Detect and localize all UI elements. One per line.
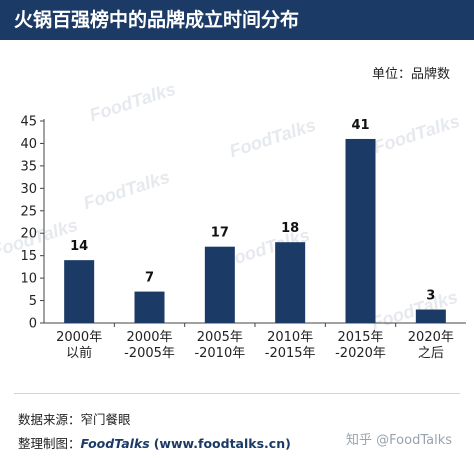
bar: [64, 260, 95, 323]
bar: [204, 246, 235, 323]
chart-title: 火锅百强榜中的品牌成立时间分布: [14, 9, 300, 31]
data-label: 7: [145, 271, 154, 286]
y-tick-label: 10: [20, 272, 37, 287]
bar: [415, 309, 446, 323]
data-label: 18: [281, 221, 299, 236]
credit-line: 整理制图：FoodTalks (www.foodtalks.cn): [18, 433, 291, 452]
title-bar: 火锅百强榜中的品牌成立时间分布: [0, 0, 474, 40]
y-tick-label: 15: [20, 249, 37, 264]
y-tick-label: 30: [20, 182, 37, 197]
x-tick-label: 2000年: [126, 330, 172, 345]
y-tick-label: 20: [20, 227, 37, 242]
data-label: 41: [351, 118, 369, 133]
y-tick-label: 0: [29, 317, 37, 332]
zhihu-watermark: 知乎 @FoodTalks: [346, 433, 452, 448]
unit-label: 单位：品牌数: [371, 67, 450, 82]
y-tick-label: 35: [20, 159, 37, 174]
x-tick-label: 2000年: [56, 330, 102, 345]
x-tick-label: -2015年: [265, 346, 316, 361]
x-tick-label: -2020年: [335, 346, 386, 361]
data-label: 14: [70, 239, 88, 254]
footer-divider: [14, 393, 460, 394]
x-tick-label: 2015年: [337, 330, 383, 345]
x-tick-label: 2020年: [408, 330, 454, 345]
x-tick-label: -2005年: [124, 346, 175, 361]
y-tick-label: 25: [20, 204, 37, 219]
y-tick-label: 45: [20, 115, 37, 130]
credit-site: (www.foodtalks.cn): [153, 436, 291, 451]
data-label: 17: [211, 226, 229, 241]
bar: [134, 291, 165, 323]
x-tick-label: 2010年: [267, 330, 313, 345]
x-tick-label: 2005年: [197, 330, 243, 345]
bar: [345, 138, 376, 323]
credit-prefix: 整理制图：: [18, 436, 81, 451]
bar-chart: 051015202530354045142000年以前72000年-2005年1…: [20, 115, 466, 361]
y-tick-label: 5: [29, 294, 37, 309]
y-tick-label: 40: [20, 137, 37, 152]
x-tick-label: -2010年: [194, 346, 245, 361]
bar: [275, 242, 306, 323]
x-tick-label: 之后: [418, 346, 444, 361]
credit-brand: FoodTalks: [80, 436, 150, 451]
source-note: 数据来源：窄门餐眼: [18, 412, 131, 427]
data-label: 3: [426, 289, 435, 304]
x-tick-label: 以前: [66, 345, 92, 361]
